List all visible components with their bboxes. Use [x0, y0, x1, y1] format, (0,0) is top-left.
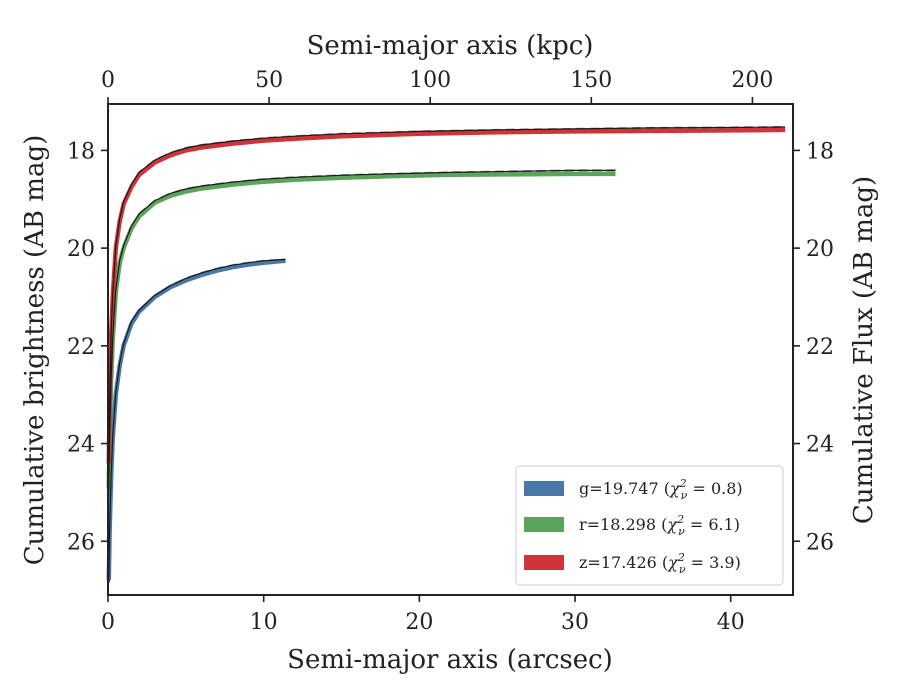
y2-tick-label: 26	[806, 530, 834, 555]
model-core-line-z	[108, 126, 786, 466]
legend-swatch-g	[524, 481, 564, 496]
series-line-r	[106, 171, 616, 488]
legend-frame	[515, 465, 784, 586]
model-dashed-line-g	[107, 258, 286, 583]
x2-tick-label: 200	[731, 68, 773, 93]
legend-swatch-z	[524, 555, 564, 570]
x2-tick-label: 150	[570, 68, 612, 93]
series-line-z	[106, 127, 786, 464]
x-tick-label: 20	[405, 610, 433, 635]
x-tick-label: 30	[561, 610, 589, 635]
data-series-layer	[106, 126, 786, 583]
x-tick-label: 40	[717, 610, 745, 635]
y-axis-title: Cumulative brightness (AB mag)	[20, 135, 50, 566]
model-core-line-r	[108, 169, 616, 491]
x-axis-title: Semi-major axis (arcsec)	[287, 645, 613, 675]
y-tick-label: 26	[67, 530, 95, 555]
y2-tick-label: 22	[806, 335, 834, 360]
legend-swatch-r	[524, 517, 564, 532]
legend-label-z: z=17.426 (χ2 ν = 3.9)	[579, 551, 741, 576]
ticks-layer: 0 10 20 30 40 0 50 100 150 200 18 18 20 20 22 22 24 24 26 2…	[67, 68, 834, 635]
y-tick-label: 22	[67, 335, 95, 360]
y-tick-label: 20	[67, 237, 95, 262]
x2-tick-label: 100	[409, 68, 451, 93]
plot-frame	[107, 103, 794, 596]
x2-tick-label: 0	[101, 68, 115, 93]
model-dashed-line-r	[107, 169, 616, 491]
legend-label-g: g=19.747 (χ2 ν = 0.8)	[579, 477, 743, 502]
legend: g=19.747 (χ2 ν = 0.8) r=18.298 (χ2 ν = 6.1…	[515, 465, 784, 586]
x2-tick-label: 50	[255, 68, 283, 93]
x-tick-label: 0	[101, 610, 115, 635]
model-core-line-g	[108, 258, 286, 583]
series-line-g	[106, 258, 286, 581]
y2-tick-label: 20	[806, 237, 834, 262]
y2-axis-title: Cumulative Flux (AB mag)	[849, 176, 879, 524]
x2-axis-title: Semi-major axis (kpc)	[307, 31, 594, 61]
y-tick-label: 18	[67, 139, 95, 164]
y2-tick-label: 18	[806, 139, 834, 164]
model-dashed-line-z	[107, 126, 786, 466]
y-tick-label: 24	[67, 433, 95, 458]
x-tick-label: 10	[250, 610, 278, 635]
y2-tick-label: 24	[806, 433, 834, 458]
legend-label-r: r=18.298 (χ2 ν = 6.1)	[579, 513, 740, 538]
